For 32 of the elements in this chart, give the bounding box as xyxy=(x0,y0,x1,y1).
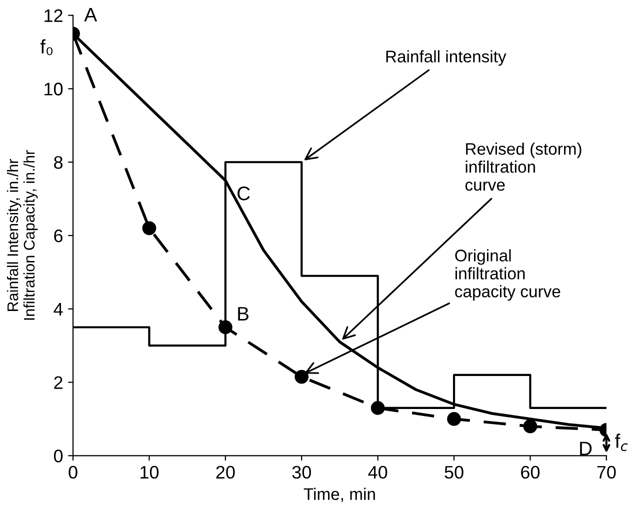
y-tick-label: 2 xyxy=(54,376,62,389)
point xyxy=(370,401,385,415)
annotation: D xyxy=(580,442,592,456)
point xyxy=(142,221,156,236)
x-tick-label: 10 xyxy=(140,466,159,479)
y-tick-label: 8 xyxy=(54,156,63,169)
y-tick-label: 4 xyxy=(54,303,63,316)
annotation: Rainfall intensity xyxy=(386,50,506,66)
y-tick-label: 6 xyxy=(54,229,63,242)
y-tick-label: 12 xyxy=(44,9,62,22)
y-tick-label: 0 xyxy=(54,450,63,462)
y-tick-label: 10 xyxy=(44,82,63,96)
x-tick-label: 50 xyxy=(444,466,464,479)
annotation: f$_{c}$ xyxy=(615,434,628,452)
point xyxy=(218,320,232,334)
point xyxy=(447,412,461,426)
x-tick-label: 20 xyxy=(216,466,235,479)
annotation: Original infiltration capacity curve xyxy=(455,249,560,301)
x-tick-label: 70 xyxy=(597,466,616,479)
annotation: Revised (storm) infiltration curve xyxy=(465,142,582,191)
point xyxy=(294,370,309,384)
annotation: f₀ xyxy=(40,39,53,56)
y-axis-title: Rainfall Intensity, in./hr Infiltration Capacity, in./hr xyxy=(6,150,38,320)
annotation: C xyxy=(238,186,250,200)
x-axis-title: Time, min xyxy=(304,488,375,502)
x-tick-label: 60 xyxy=(521,466,540,479)
x-tick-label: 0 xyxy=(68,466,78,479)
annotation: A xyxy=(84,8,98,22)
x-tick-label: 40 xyxy=(368,466,388,479)
annotation: B xyxy=(238,307,248,320)
x-tick-label: 30 xyxy=(292,466,311,479)
point xyxy=(523,419,538,434)
